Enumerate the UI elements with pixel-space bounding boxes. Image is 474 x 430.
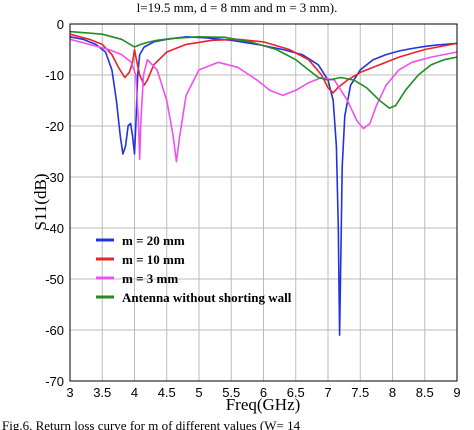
x-tick-label: 7.5 [351, 385, 369, 400]
y-tick-label: 0 [57, 17, 64, 32]
x-axis-label: Freq(GHz) [226, 395, 301, 414]
grid-lines [69, 23, 458, 382]
caption-bottom: Fig.6. Return loss curve for m of differ… [2, 418, 301, 430]
y-tick-label: -70 [45, 374, 64, 389]
y-tick-label: -40 [45, 221, 64, 236]
x-tick-label: 7 [324, 385, 331, 400]
legend: m = 20 mm m = 10 mm m = 3 mm Antenna withou… [96, 233, 292, 305]
x-tick-label: 3 [66, 385, 73, 400]
legend-label: Antenna without shorting wall [122, 290, 292, 305]
y-tick-labels: 0 -10 -20 -30 -40 -50 -60 -70 [45, 17, 64, 389]
x-tick-labels: 3 3.5 4 4.5 5 5.5 6 6.5 7 7.5 8 8.5 9 [66, 385, 460, 400]
y-tick-label: -10 [45, 68, 64, 83]
series-lines [69, 30, 458, 336]
x-tick-label: 8.5 [416, 385, 434, 400]
x-tick-label: 4 [131, 385, 138, 400]
series-line-m-3-mm [69, 38, 458, 163]
legend-label: m = 20 mm [122, 233, 185, 248]
series-line-antenna-without-shorting-wall [69, 30, 458, 109]
x-tick-label: 5 [195, 385, 202, 400]
legend-label: m = 10 mm [122, 252, 185, 267]
x-tick-label: 6 [260, 385, 267, 400]
y-tick-label: -20 [45, 119, 64, 134]
x-tick-label: 6.5 [287, 385, 305, 400]
legend-label: m = 3 mm [122, 271, 178, 286]
y-axis-label: S11(dB) [31, 174, 50, 231]
x-tick-label: 3.5 [93, 385, 111, 400]
x-tick-label: 4.5 [158, 385, 176, 400]
x-tick-label: 8 [389, 385, 396, 400]
x-tick-label: 9 [453, 385, 460, 400]
caption-top: l=19.5 mm, d = 8 mm and m = 3 mm). [137, 0, 338, 15]
y-tick-label: -30 [45, 170, 64, 185]
x-tick-label: 5.5 [222, 385, 240, 400]
y-tick-label: -60 [45, 323, 64, 338]
plot-frame [69, 23, 458, 382]
y-tick-label: -50 [45, 272, 64, 287]
series-line-m-10-mm [69, 33, 458, 94]
